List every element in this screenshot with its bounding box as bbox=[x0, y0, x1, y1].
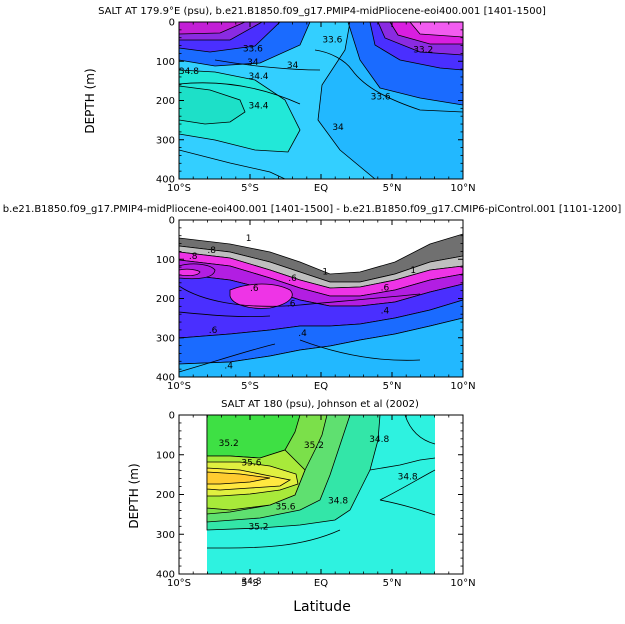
contour-label: 34.8 bbox=[398, 473, 418, 483]
contour-label: 34.8 bbox=[179, 67, 199, 77]
contour-label: 33.2 bbox=[413, 45, 433, 55]
x-tick-label: 10°S bbox=[167, 578, 191, 589]
x-tick-label: 5°S bbox=[241, 578, 259, 589]
y-tick-label: 400 bbox=[156, 373, 175, 384]
contour-label: .8 bbox=[207, 246, 216, 256]
contour-label: 35.2 bbox=[248, 522, 268, 532]
panel-1-fill bbox=[179, 22, 463, 179]
x-tick-label: 5°N bbox=[383, 183, 402, 194]
x-tick-label: 5°N bbox=[383, 381, 402, 392]
x-tick-label: EQ bbox=[314, 183, 328, 194]
contour-label: 33.6 bbox=[371, 93, 391, 103]
contour-label: .4 bbox=[381, 307, 390, 317]
panel-1-contour-labels: 33.6 33.6 33.2 34.8 34 34 34.4 34.4 33.6 34 bbox=[179, 36, 433, 133]
y-tick-label: 300 bbox=[156, 135, 175, 146]
x-tick-label: 10°N bbox=[450, 578, 475, 589]
panel-3-fill bbox=[179, 415, 463, 574]
x-tick-label: 10°N bbox=[450, 183, 475, 194]
panel-2-title: b.e21.B1850.f09_g17.PMIP4-midPliocene-eo… bbox=[3, 204, 622, 215]
contour-label: .8 bbox=[189, 252, 198, 262]
y-tick-label: 0 bbox=[169, 216, 175, 227]
contour-label: .4 bbox=[224, 362, 233, 372]
y-tick-label: 200 bbox=[156, 294, 175, 305]
y-tick-label: 0 bbox=[169, 18, 175, 29]
y-tick-label: 0 bbox=[169, 411, 175, 422]
y-tick-label: 200 bbox=[156, 490, 175, 501]
x-tick-label: 5°N bbox=[383, 578, 402, 589]
panel-3: SALT AT 180 (psu), Johnson et al (2002) … bbox=[127, 399, 476, 615]
panel-1: SALT AT 179.9°E (psu), b.e21.B1850.f09_g… bbox=[83, 6, 546, 194]
panel-1-title: SALT AT 179.9°E (psu), b.e21.B1850.f09_g… bbox=[98, 6, 546, 17]
panel-3-xlabel: Latitude bbox=[293, 599, 351, 615]
contour-label: 34 bbox=[247, 58, 259, 68]
x-tick-label: 5°S bbox=[241, 381, 259, 392]
contour-label: 34 bbox=[287, 61, 299, 71]
panel-1-ticks: 10°S 5°S EQ 5°N 10°N 0 100 200 300 400 bbox=[156, 18, 476, 195]
y-tick-label: 100 bbox=[156, 450, 175, 461]
panel-2-ticks: 10°S 5°S EQ 5°N 10°N 0 100 200 300 400 bbox=[156, 216, 476, 393]
contour-label: 34.8 bbox=[241, 577, 261, 587]
panel-3-ylabel: DEPTH (m) bbox=[127, 463, 141, 528]
panel-1-ylabel: DEPTH (m) bbox=[83, 68, 97, 133]
contour-label: 1 bbox=[410, 266, 416, 276]
contour-label: .6 bbox=[287, 300, 296, 310]
y-tick-label: 400 bbox=[156, 570, 175, 581]
x-tick-label: 10°S bbox=[167, 381, 191, 392]
contour-label: 1 bbox=[322, 267, 328, 277]
panel-3-contour-labels: 35.2 35.234.835.634.835.635.234.834.8 bbox=[219, 435, 418, 587]
contour-label: 34.8 bbox=[328, 496, 348, 506]
contour-label: 35.6 bbox=[275, 502, 295, 512]
x-tick-label: 10°S bbox=[167, 183, 191, 194]
contour-label: .6 bbox=[381, 284, 390, 294]
x-tick-label: EQ bbox=[314, 578, 328, 589]
contour-label: 33.6 bbox=[243, 45, 263, 55]
panel-2: b.e21.B1850.f09_g17.PMIP4-midPliocene-eo… bbox=[3, 204, 622, 392]
panel-2-fill bbox=[179, 220, 463, 377]
contour-label: 34.4 bbox=[248, 102, 268, 112]
contour-label: 34.4 bbox=[248, 72, 268, 82]
x-tick-label: EQ bbox=[314, 381, 328, 392]
x-tick-label: 5°S bbox=[241, 183, 259, 194]
contour-label: 34.8 bbox=[369, 435, 389, 445]
contour-label: 35.6 bbox=[241, 459, 261, 469]
contour-label: .6 bbox=[288, 274, 297, 284]
panel-3-title: SALT AT 180 (psu), Johnson et al (2002) bbox=[221, 399, 419, 410]
y-tick-label: 300 bbox=[156, 333, 175, 344]
contour-label: 35.2 bbox=[304, 441, 324, 451]
x-tick-label: 10°N bbox=[450, 381, 475, 392]
y-tick-label: 400 bbox=[156, 175, 175, 186]
y-tick-label: 300 bbox=[156, 530, 175, 541]
contour-label: 33.6 bbox=[322, 36, 342, 46]
contour-label: .6 bbox=[209, 326, 218, 336]
contour-label: .6 bbox=[250, 284, 259, 294]
contour-label: 1 bbox=[246, 234, 252, 244]
contour-label: 35.2 bbox=[219, 439, 239, 449]
y-tick-label: 200 bbox=[156, 96, 175, 107]
contour-label: .4 bbox=[298, 329, 307, 339]
panel-2-contour-labels: 1 .8 1 1 .8 .6 .6 .6 .6 .6 .4 .4 .4 bbox=[189, 234, 416, 372]
y-tick-label: 100 bbox=[156, 255, 175, 266]
contour-label: 34 bbox=[332, 123, 344, 133]
y-tick-label: 100 bbox=[156, 57, 175, 68]
panel-3-ticks: 10°S 5°S EQ 5°N 10°N 0 100 200 300 400 bbox=[156, 411, 476, 590]
